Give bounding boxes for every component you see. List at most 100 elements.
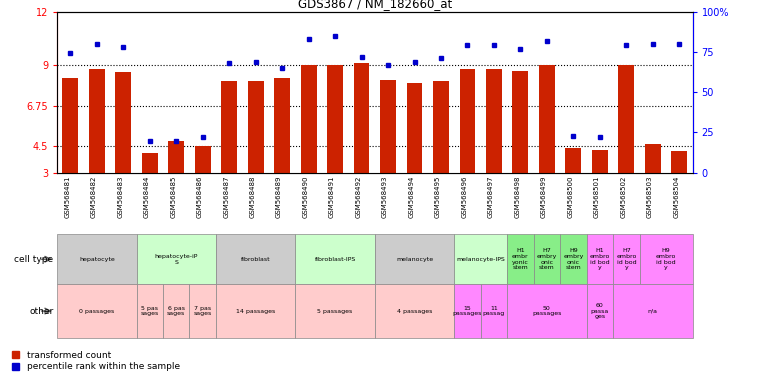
Bar: [295, 284, 374, 338]
Bar: [295, 234, 374, 284]
Text: GSM568486: GSM568486: [196, 176, 202, 218]
Bar: [486, 69, 502, 173]
Text: GSM568493: GSM568493: [382, 176, 388, 218]
Text: H7
embro
id bod
y: H7 embro id bod y: [616, 248, 636, 270]
Bar: [216, 234, 295, 284]
Bar: [189, 284, 216, 338]
Text: hepatocyte: hepatocyte: [79, 257, 115, 262]
Text: GSM568498: GSM568498: [514, 176, 521, 218]
Text: GSM568482: GSM568482: [91, 176, 97, 218]
Bar: [587, 284, 613, 338]
Text: H7
embry
onic
stem: H7 embry onic stem: [537, 248, 557, 270]
Bar: [619, 65, 634, 173]
Bar: [507, 234, 533, 284]
Text: melanocyte: melanocyte: [396, 257, 433, 262]
Bar: [406, 83, 422, 173]
Bar: [163, 284, 189, 338]
Bar: [136, 284, 163, 338]
Text: GSM568492: GSM568492: [355, 176, 361, 218]
Text: GSM568501: GSM568501: [594, 176, 600, 218]
Bar: [142, 153, 158, 173]
Bar: [89, 69, 105, 173]
Text: H9
embro
id bod
y: H9 embro id bod y: [656, 248, 677, 270]
Bar: [221, 81, 237, 173]
Bar: [168, 141, 184, 173]
Text: GSM568490: GSM568490: [303, 176, 309, 218]
Bar: [645, 144, 661, 173]
Text: GSM568503: GSM568503: [647, 176, 653, 218]
Legend: transformed count, percentile rank within the sample: transformed count, percentile rank withi…: [12, 351, 180, 371]
Bar: [592, 149, 608, 173]
Text: fibroblast: fibroblast: [240, 257, 270, 262]
Text: 4 passages: 4 passages: [396, 308, 432, 314]
Text: GSM568499: GSM568499: [541, 176, 547, 218]
Bar: [613, 284, 693, 338]
Bar: [454, 234, 507, 284]
Text: GSM568491: GSM568491: [329, 176, 335, 218]
Text: H1
embro
id bod
y: H1 embro id bod y: [590, 248, 610, 270]
Text: fibroblast-IPS: fibroblast-IPS: [314, 257, 355, 262]
Bar: [374, 234, 454, 284]
Text: GSM568487: GSM568487: [223, 176, 229, 218]
Bar: [216, 284, 295, 338]
Bar: [380, 79, 396, 173]
Text: 15
passages: 15 passages: [453, 306, 482, 316]
Bar: [57, 234, 136, 284]
Bar: [116, 73, 131, 173]
Text: GSM568500: GSM568500: [568, 176, 573, 218]
Bar: [62, 78, 78, 173]
Bar: [671, 151, 687, 173]
Text: GSM568504: GSM568504: [673, 176, 680, 218]
Text: 5 passages: 5 passages: [317, 308, 352, 314]
Text: melanocyte-IPS: melanocyte-IPS: [457, 257, 505, 262]
Text: hepatocyte-iP
S: hepatocyte-iP S: [154, 254, 198, 265]
Text: GSM568489: GSM568489: [276, 176, 282, 218]
Text: GSM568481: GSM568481: [65, 176, 70, 218]
Bar: [454, 284, 481, 338]
Text: 14 passages: 14 passages: [236, 308, 275, 314]
Bar: [481, 284, 507, 338]
Text: GSM568484: GSM568484: [144, 176, 150, 218]
Bar: [533, 234, 560, 284]
Text: H1
embr
yonic
stem: H1 embr yonic stem: [512, 248, 529, 270]
Text: GSM568497: GSM568497: [488, 176, 494, 218]
Text: GSM568488: GSM568488: [250, 176, 256, 218]
Text: other: other: [29, 306, 53, 316]
Bar: [354, 63, 370, 173]
Text: 0 passages: 0 passages: [79, 308, 114, 314]
Bar: [560, 234, 587, 284]
Text: GSM568494: GSM568494: [409, 176, 415, 218]
Bar: [195, 146, 211, 173]
Text: 7 pas
sages: 7 pas sages: [193, 306, 212, 316]
Bar: [587, 234, 613, 284]
Bar: [136, 234, 216, 284]
Bar: [565, 148, 581, 173]
Bar: [274, 78, 290, 173]
Text: GSM568496: GSM568496: [461, 176, 467, 218]
Bar: [539, 65, 555, 173]
Text: H9
embry
onic
stem: H9 embry onic stem: [563, 248, 584, 270]
Bar: [613, 234, 639, 284]
Bar: [327, 65, 343, 173]
Text: 6 pas
sages: 6 pas sages: [167, 306, 186, 316]
Text: 50
passages: 50 passages: [532, 306, 562, 316]
Bar: [301, 65, 317, 173]
Text: 60
passa
ges: 60 passa ges: [591, 303, 609, 319]
Text: GSM568485: GSM568485: [170, 176, 177, 218]
Text: 11
passag: 11 passag: [482, 306, 505, 316]
Text: GSM568495: GSM568495: [435, 176, 441, 218]
Text: GSM568483: GSM568483: [117, 176, 123, 218]
Bar: [433, 81, 449, 173]
Bar: [639, 234, 693, 284]
Bar: [57, 284, 136, 338]
Bar: [247, 81, 263, 173]
Bar: [460, 69, 476, 173]
Text: cell type: cell type: [14, 255, 53, 264]
Bar: [507, 284, 587, 338]
Text: n/a: n/a: [648, 308, 658, 314]
Bar: [512, 71, 528, 173]
Title: GDS3867 / NM_182660_at: GDS3867 / NM_182660_at: [298, 0, 452, 10]
Bar: [374, 284, 454, 338]
Text: GSM568502: GSM568502: [620, 176, 626, 218]
Text: 5 pas
sages: 5 pas sages: [141, 306, 159, 316]
